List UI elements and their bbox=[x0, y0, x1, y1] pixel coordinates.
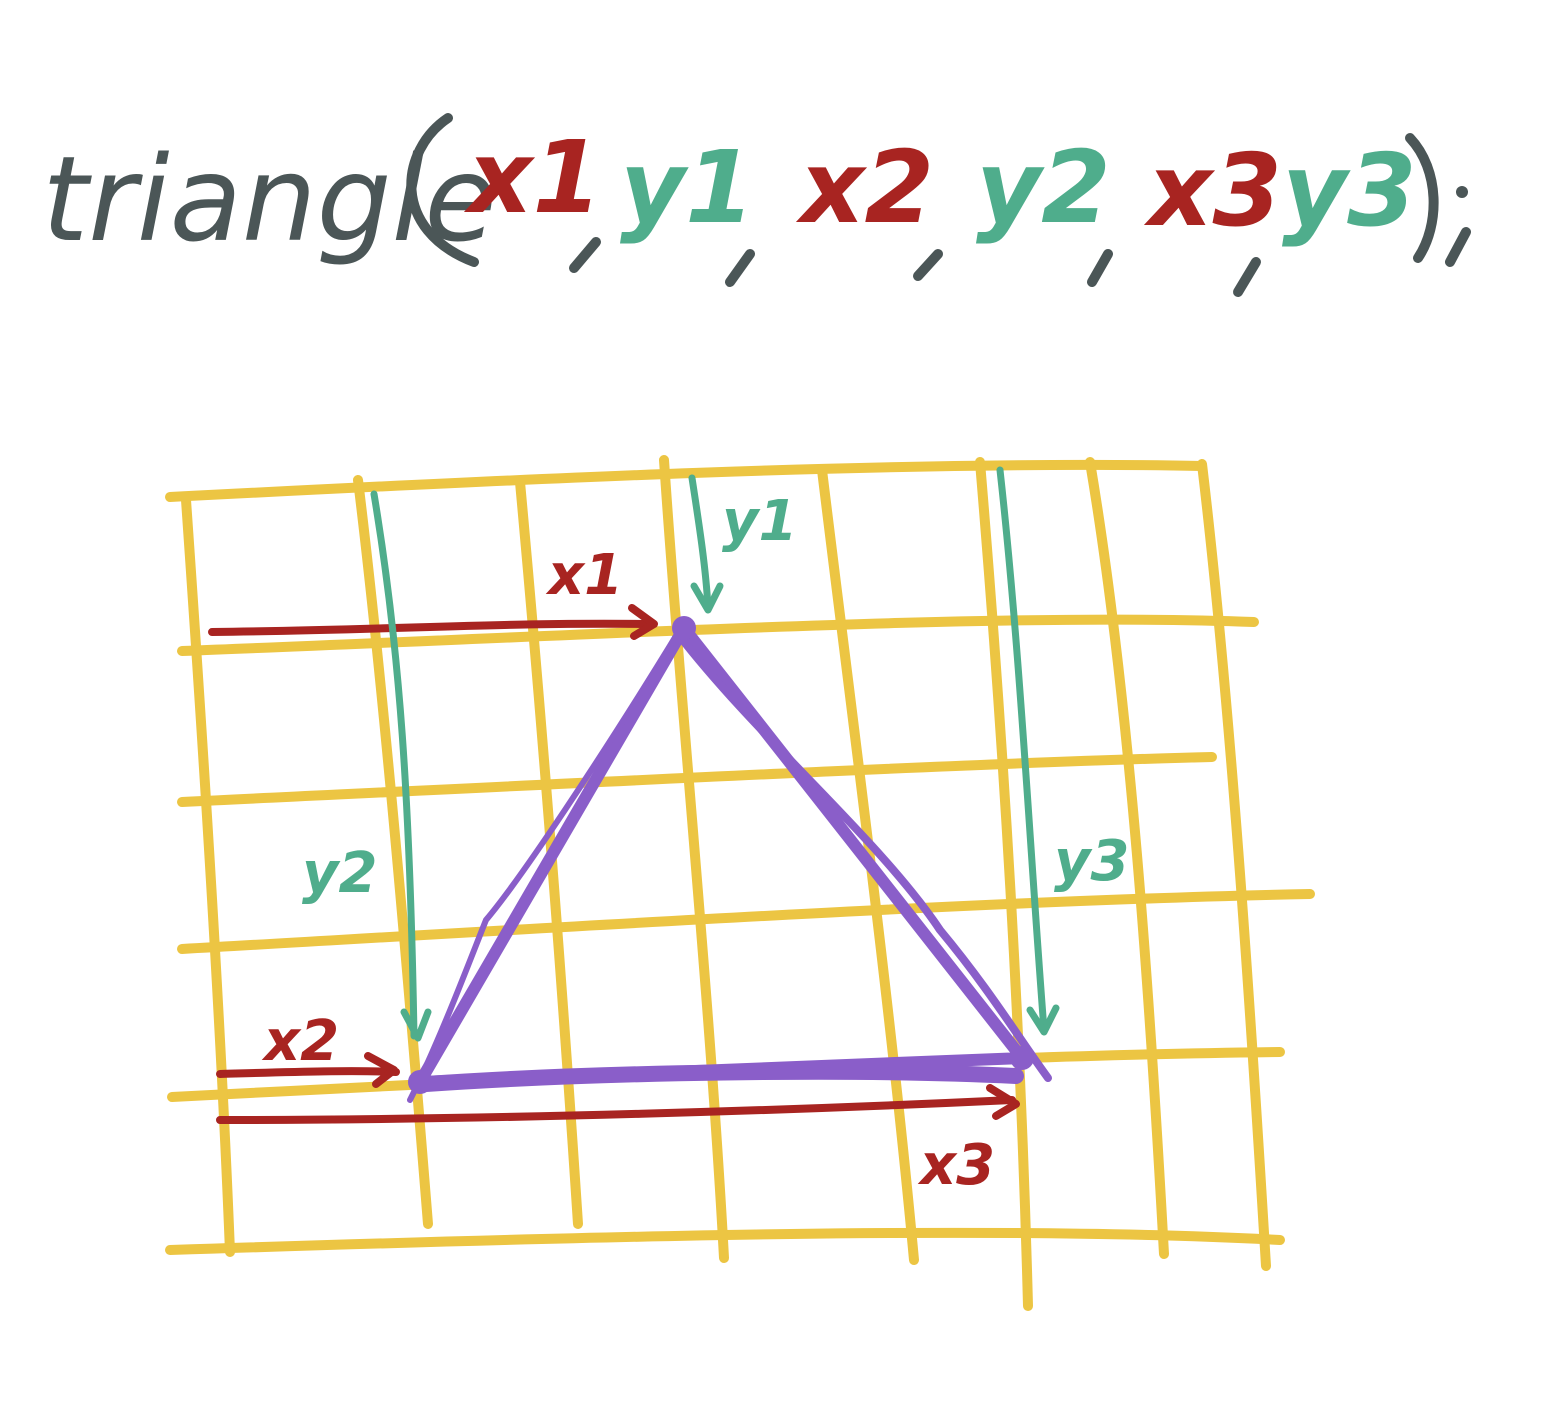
label-x2: x2 bbox=[261, 1009, 339, 1074]
grid-line-v bbox=[353, 475, 433, 1229]
arg-y2: y2 bbox=[976, 129, 1111, 246]
triangle-outline bbox=[414, 622, 1028, 1088]
comma bbox=[1233, 257, 1261, 297]
function-name: triangle bbox=[42, 130, 497, 268]
triangle-edge-bottom bbox=[418, 1063, 1024, 1092]
diagram-labels: x1 y1 y2 x2 y3 x3 bbox=[261, 489, 1129, 1198]
grid-line-h bbox=[177, 889, 1315, 954]
x-arrows bbox=[208, 604, 1020, 1124]
arg-x1: x1 bbox=[463, 119, 602, 236]
comma bbox=[913, 249, 943, 281]
close-paren bbox=[1405, 133, 1439, 263]
triangle-edge-left bbox=[407, 633, 679, 1103]
code-line: triangle x1 y1 x2 y2 x3 y3 bbox=[42, 113, 1471, 297]
x3-arrow bbox=[216, 1096, 1016, 1124]
label-x1: x1 bbox=[545, 543, 623, 608]
grid-line-v bbox=[659, 455, 729, 1263]
y-arrows bbox=[370, 466, 1060, 1042]
triangle-edge-right bbox=[674, 630, 1052, 1082]
semicolon-tail bbox=[1445, 227, 1471, 267]
comma bbox=[725, 249, 755, 287]
grid-line-v bbox=[1197, 459, 1271, 1271]
y2-arrow-head bbox=[400, 1008, 432, 1042]
y1-arrow-head bbox=[690, 582, 724, 614]
grid bbox=[165, 455, 1315, 1311]
grid-line-h bbox=[177, 752, 1217, 807]
x1-arrow bbox=[208, 619, 656, 636]
grid-line-v bbox=[975, 457, 1033, 1311]
vertex-1 bbox=[672, 616, 696, 640]
y2-arrow bbox=[370, 490, 418, 1040]
comma bbox=[569, 237, 601, 273]
grid-line-h bbox=[165, 459, 1207, 502]
grid-line-v bbox=[181, 495, 235, 1257]
label-y2: y2 bbox=[302, 841, 377, 906]
y1-arrow bbox=[688, 474, 712, 612]
grid-line-v bbox=[1085, 457, 1169, 1259]
label-y1: y1 bbox=[722, 489, 797, 554]
x2-arrow-head bbox=[364, 1052, 398, 1088]
comma bbox=[1087, 249, 1113, 287]
label-y3: y3 bbox=[1054, 829, 1129, 894]
comma-separators bbox=[569, 237, 1261, 297]
arg-x2: x2 bbox=[795, 129, 934, 246]
grid-line-h bbox=[177, 614, 1259, 656]
arg-y1: y1 bbox=[620, 129, 755, 246]
open-paren bbox=[406, 113, 479, 267]
vertex-3 bbox=[1010, 1046, 1034, 1070]
vertex-2 bbox=[408, 1070, 432, 1094]
x2-arrow bbox=[216, 1067, 400, 1078]
x1-arrow-head bbox=[628, 604, 658, 640]
semicolon-dot bbox=[1456, 186, 1468, 198]
label-x3: x3 bbox=[917, 1133, 995, 1198]
y3-arrow bbox=[996, 466, 1048, 1034]
arg-y3: y3 bbox=[1282, 132, 1417, 249]
grid-line-h bbox=[165, 1227, 1285, 1255]
arg-x3: x3 bbox=[1143, 132, 1282, 249]
triangle-shape bbox=[407, 616, 1052, 1103]
x3-arrow-head bbox=[986, 1084, 1020, 1120]
y3-arrow-head bbox=[1026, 1004, 1060, 1036]
grid-line-v bbox=[817, 465, 919, 1265]
